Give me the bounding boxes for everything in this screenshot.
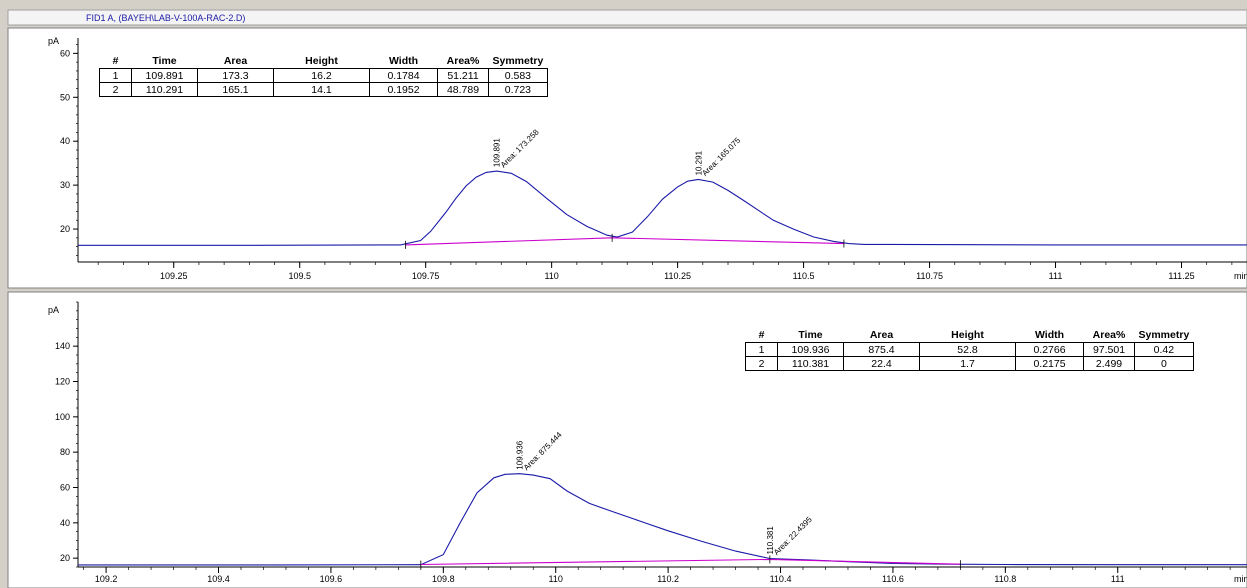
x-tick-label: 109.75 [412, 271, 440, 281]
cell-height: 52.8 [919, 342, 1016, 357]
y-tick-label: 60 [60, 48, 70, 58]
header-index: # [99, 54, 132, 69]
header-area-percent: Area% [1083, 328, 1135, 343]
cell-area-percent: 97.501 [1083, 342, 1135, 357]
x-tick-label: 110.75 [916, 271, 943, 281]
x-tick-label: 109.25 [160, 271, 188, 281]
header-width: Width [1015, 328, 1084, 343]
y-tick-label: 30 [60, 180, 70, 190]
x-tick-label: 110 [549, 574, 563, 584]
cell-time: 109.936 [777, 342, 844, 357]
x-tick-label: 109.6 [320, 574, 343, 584]
header-symmetry: Symmetry [1134, 328, 1194, 343]
header-height: Height [919, 328, 1016, 343]
x-tick-label: 111 [1049, 271, 1063, 281]
table-row: 1 109.891 173.3 16.2 0.1784 51.211 0.583 [99, 68, 548, 83]
cell-index: 1 [745, 342, 778, 357]
peak-time-label: 10.291 [694, 150, 703, 175]
cell-symmetry: 0 [1134, 356, 1194, 371]
y-tick-label: 20 [60, 553, 70, 563]
cell-area: 875.4 [843, 342, 920, 357]
header-width: Width [369, 54, 438, 69]
cell-time: 110.291 [131, 82, 198, 97]
peak-time-label: 110.381 [766, 526, 775, 555]
signal-trace [78, 473, 1247, 566]
x-tick-label: 110.25 [664, 271, 691, 281]
y-tick-label: 140 [55, 341, 70, 351]
header-height: Height [273, 54, 370, 69]
header-time: Time [777, 328, 844, 343]
header-area-percent: Area% [437, 54, 489, 69]
peak-table-top: # Time Area Height Width Area% Symmetry … [99, 54, 548, 97]
x-tick-label: 109.8 [432, 574, 455, 584]
x-tick-label: 110.6 [882, 574, 904, 584]
cell-width: 0.2766 [1015, 342, 1084, 357]
cell-time: 110.381 [777, 356, 844, 371]
table-row: 1 109.936 875.4 52.8 0.2766 97.501 0.42 [745, 342, 1194, 357]
table-row: 2 110.381 22.4 1.7 0.2175 2.499 0 [745, 356, 1194, 371]
x-axis-label: min [1234, 574, 1247, 584]
cell-symmetry: 0.583 [488, 68, 548, 83]
title-bar [7, 9, 1247, 26]
cell-height: 1.7 [919, 356, 1016, 371]
table-header-row: # Time Area Height Width Area% Symmetry [99, 54, 548, 69]
y-tick-label: 20 [60, 224, 70, 234]
cell-index: 2 [745, 356, 778, 371]
header-time: Time [131, 54, 198, 69]
x-axis-label: min [1234, 271, 1247, 281]
x-tick-label: 109.5 [288, 271, 311, 281]
y-tick-label: 60 [60, 483, 70, 493]
x-tick-label: 110.5 [793, 271, 815, 281]
table-row: 2 110.291 165.1 14.1 0.1952 48.789 0.723 [99, 82, 548, 97]
header-index: # [745, 328, 778, 343]
x-tick-label: 110.8 [994, 574, 1016, 584]
cell-time: 109.891 [131, 68, 198, 83]
cell-symmetry: 0.723 [488, 82, 548, 97]
peak-table-bottom: # Time Area Height Width Area% Symmetry … [745, 328, 1194, 371]
y-tick-label: 40 [60, 518, 70, 528]
x-tick-label: 111.25 [1168, 271, 1194, 281]
x-tick-label: 111 [1111, 574, 1125, 584]
cell-width: 0.2175 [1015, 356, 1084, 371]
header-area: Area [197, 54, 274, 69]
peak-time-label: 109.936 [516, 440, 525, 469]
x-tick-label: 109.4 [207, 574, 230, 584]
cell-index: 2 [99, 82, 132, 97]
cell-width: 0.1784 [369, 68, 438, 83]
cell-height: 14.1 [273, 82, 370, 97]
peak-time-label: 109.891 [493, 138, 502, 167]
cell-area-percent: 2.499 [1083, 356, 1135, 371]
y-tick-label: 100 [55, 412, 70, 422]
cell-height: 16.2 [273, 68, 370, 83]
cell-width: 0.1952 [369, 82, 438, 97]
x-tick-label: 109.2 [95, 574, 118, 584]
y-tick-label: 80 [60, 447, 70, 457]
x-tick-label: 110.4 [770, 574, 792, 584]
window-title: FID1 A, (BAYEH\LAB-V-100A-RAC-2.D) [86, 13, 245, 23]
y-axis-label: pA [48, 36, 59, 46]
cell-area: 165.1 [197, 82, 274, 97]
y-axis-label: pA [48, 305, 59, 315]
cell-index: 1 [99, 68, 132, 83]
cell-area: 173.3 [197, 68, 274, 83]
cell-area: 22.4 [843, 356, 920, 371]
header-area: Area [843, 328, 920, 343]
header-symmetry: Symmetry [488, 54, 548, 69]
x-tick-label: 110 [544, 271, 558, 281]
cell-area-percent: 51.211 [437, 68, 489, 83]
y-tick-label: 50 [60, 92, 70, 102]
cell-area-percent: 48.789 [437, 82, 489, 97]
cell-symmetry: 0.42 [1134, 342, 1194, 357]
signal-trace [78, 170, 1247, 246]
table-header-row: # Time Area Height Width Area% Symmetry [745, 328, 1194, 343]
y-tick-label: 40 [60, 136, 70, 146]
y-tick-label: 120 [55, 377, 70, 387]
x-tick-label: 110.2 [657, 574, 679, 584]
